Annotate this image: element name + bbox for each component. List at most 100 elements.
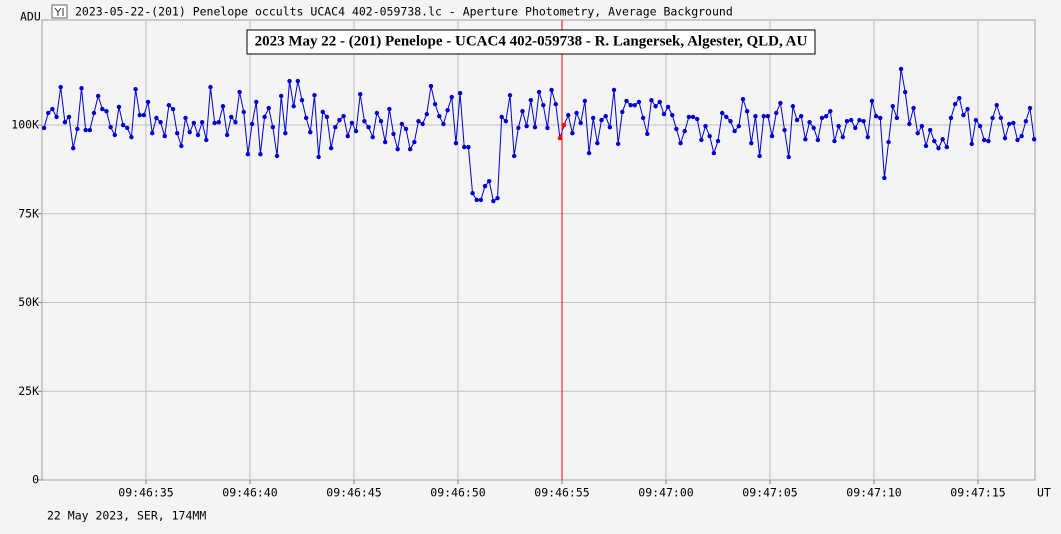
data-point: [437, 113, 442, 119]
data-point: [653, 104, 658, 109]
data-point: [541, 102, 546, 108]
data-point: [719, 110, 725, 116]
data-point: [1027, 105, 1033, 111]
data-point: [557, 135, 563, 141]
data-point: [707, 133, 712, 139]
data-point: [224, 132, 230, 138]
window-title: 2023-05-22-(201) Penelope occults UCAC4 …: [75, 5, 733, 19]
data-point: [345, 133, 350, 139]
data-point: [412, 139, 417, 145]
data-point: [1031, 137, 1037, 142]
data-point: [1023, 118, 1029, 124]
data-point: [898, 66, 904, 72]
data-point: [944, 144, 950, 150]
y-tick-label: 0: [32, 473, 39, 487]
data-point: [657, 99, 662, 105]
data-point: [753, 113, 758, 119]
data-point: [603, 113, 608, 119]
data-point: [424, 111, 430, 117]
data-point: [54, 114, 59, 120]
data-point: [965, 106, 970, 112]
data-point: [661, 111, 667, 117]
data-point: [561, 122, 567, 128]
data-point: [690, 114, 696, 120]
data-point: [815, 137, 821, 143]
data-point: [195, 132, 201, 138]
data-point: [649, 98, 654, 103]
data-point: [903, 89, 908, 95]
chart-title: 2023 May 22 - (201) Penelope - UCAC4 402…: [255, 33, 808, 49]
data-point: [520, 109, 525, 114]
data-point: [595, 140, 600, 146]
data-point: [279, 93, 284, 99]
data-point: [378, 118, 384, 124]
data-point: [366, 124, 371, 130]
data-point: [578, 120, 583, 126]
data-point: [491, 198, 496, 204]
data-point: [599, 117, 604, 123]
data-point: [932, 138, 937, 144]
data-point: [765, 113, 771, 119]
data-point: [844, 118, 850, 124]
data-point: [832, 138, 837, 144]
data-point: [570, 131, 575, 136]
data-point: [162, 133, 167, 139]
data-point: [1019, 133, 1024, 139]
data-point: [749, 140, 754, 146]
data-point: [170, 106, 176, 112]
plot-frame: [41, 19, 1036, 481]
data-point: [432, 101, 438, 107]
data-point: [632, 102, 638, 108]
data-point: [466, 144, 471, 150]
data-point: [353, 128, 359, 134]
x-tick-label: 09:46:40: [222, 486, 277, 500]
data-point: [274, 153, 280, 159]
data-point: [287, 78, 292, 84]
data-point: [769, 133, 775, 139]
data-point: [923, 143, 929, 149]
data-point: [249, 121, 255, 127]
data-point: [969, 141, 974, 147]
data-point: [836, 123, 841, 129]
footer: 22 May 2023, SER, 174MM: [47, 509, 206, 523]
data-point: [204, 137, 209, 143]
data-point: [919, 123, 925, 129]
data-point: [191, 120, 197, 126]
data-point: [640, 115, 646, 121]
data-point: [212, 120, 217, 126]
data-point: [503, 118, 509, 124]
data-point: [241, 109, 246, 115]
data-point: [536, 89, 542, 95]
data-point: [907, 121, 912, 127]
data-point: [545, 125, 550, 131]
data-point: [645, 131, 650, 137]
data-point: [732, 128, 737, 134]
data-point: [50, 106, 55, 112]
data-point: [66, 114, 72, 120]
data-point: [254, 99, 259, 105]
data-point: [811, 125, 816, 131]
data-point: [1002, 135, 1008, 141]
data-point: [41, 125, 47, 131]
data-point: [220, 104, 226, 109]
data-point: [948, 115, 954, 121]
data-point: [982, 137, 987, 143]
y-axis-label: ADU: [20, 10, 41, 24]
data-point: [778, 100, 783, 106]
data-point: [407, 146, 413, 152]
data-point: [848, 117, 854, 123]
data-point: [474, 197, 479, 203]
data-point: [125, 125, 130, 131]
x-tick-label: 09:47:10: [846, 486, 901, 500]
data-point: [87, 127, 93, 133]
x-tick-label: 09:47:00: [638, 486, 693, 500]
data-point: [46, 110, 51, 116]
data-point: [349, 120, 355, 126]
data-point: [58, 84, 63, 90]
data-point: [291, 104, 296, 109]
data-point: [362, 118, 367, 124]
data-point: [840, 134, 846, 140]
data-point: [453, 140, 459, 146]
data-point: [95, 93, 101, 99]
x-axis-label: UT: [1037, 486, 1051, 500]
